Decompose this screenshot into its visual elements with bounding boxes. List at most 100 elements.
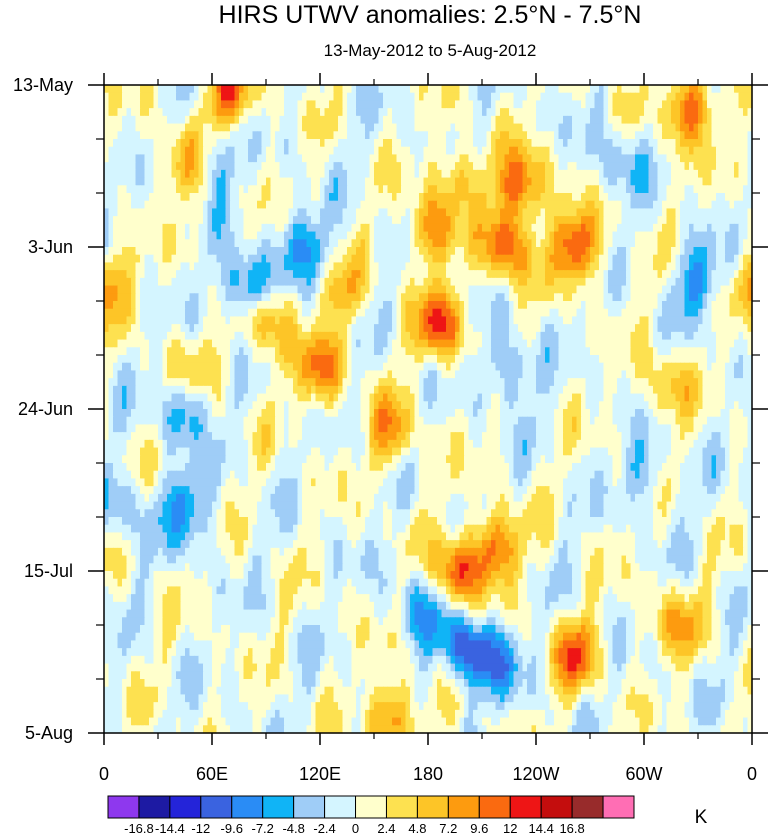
heatmap-cell xyxy=(576,146,582,156)
heatmap-cell xyxy=(333,177,339,186)
heatmap-cell xyxy=(104,316,110,325)
heatmap-cell xyxy=(441,331,447,341)
heatmap-cell xyxy=(500,169,506,179)
heatmap-cell xyxy=(356,223,362,233)
heatmap-cell xyxy=(621,146,627,156)
heatmap-cell xyxy=(734,270,740,279)
heatmap-cell xyxy=(698,108,704,117)
heatmap-cell xyxy=(383,324,389,333)
heatmap-cell xyxy=(383,131,389,140)
heatmap-cell xyxy=(509,131,515,140)
heatmap-cell xyxy=(351,162,357,171)
heatmap-cell xyxy=(284,301,290,310)
heatmap-cell xyxy=(702,308,708,318)
heatmap-cell xyxy=(257,277,263,287)
heatmap-cell xyxy=(293,92,299,102)
heatmap-cell xyxy=(662,324,668,333)
heatmap-cell xyxy=(333,92,339,102)
heatmap-cell xyxy=(675,285,681,294)
heatmap-cell xyxy=(288,223,294,233)
heatmap-cell xyxy=(527,92,533,102)
heatmap-cell xyxy=(464,115,470,125)
heatmap-cell xyxy=(698,223,704,233)
chart-title: HIRS UTWV anomalies: 2.5°N - 7.5°N xyxy=(218,1,642,29)
heatmap-cell xyxy=(378,146,384,156)
heatmap-cell xyxy=(617,100,623,109)
heatmap-cell xyxy=(405,316,411,325)
heatmap-cell xyxy=(581,169,587,179)
heatmap-cell xyxy=(306,115,312,125)
heatmap-cell xyxy=(702,277,708,287)
heatmap-cell xyxy=(392,85,398,94)
heatmap-cell xyxy=(180,285,186,294)
heatmap-cell xyxy=(122,200,128,210)
heatmap-cell xyxy=(698,254,704,264)
heatmap-cell xyxy=(630,223,636,233)
heatmap-cell xyxy=(383,339,389,348)
heatmap-cell xyxy=(747,85,753,94)
heatmap-cell xyxy=(140,231,146,240)
heatmap-cell xyxy=(239,108,245,117)
heatmap-cell xyxy=(464,270,470,279)
heatmap-cell xyxy=(387,177,393,186)
heatmap-cell xyxy=(657,92,663,102)
heatmap-cell xyxy=(342,85,348,94)
heatmap-cell xyxy=(306,231,312,240)
heatmap-cell xyxy=(351,200,357,210)
heatmap-cell xyxy=(549,123,555,132)
heatmap-cell xyxy=(423,131,429,140)
heatmap-cell xyxy=(563,216,569,225)
heatmap-cell xyxy=(630,154,636,163)
heatmap-cell xyxy=(599,100,605,109)
heatmap-cell xyxy=(630,324,636,333)
heatmap-cell xyxy=(144,85,150,94)
heatmap-cell xyxy=(239,169,245,179)
heatmap-cell xyxy=(122,115,128,125)
heatmap-cell xyxy=(500,92,506,102)
heatmap-cell xyxy=(122,339,128,348)
heatmap-cell xyxy=(720,123,726,132)
heatmap-cell xyxy=(176,316,182,325)
heatmap-cell xyxy=(657,339,663,348)
heatmap-cell xyxy=(495,100,501,109)
heatmap-cell xyxy=(464,85,470,94)
heatmap-cell xyxy=(671,270,677,279)
heatmap-cell xyxy=(657,216,663,225)
heatmap-cell xyxy=(383,347,389,356)
heatmap-cell xyxy=(725,301,731,310)
heatmap-cell xyxy=(450,339,456,348)
heatmap-cell xyxy=(392,301,398,310)
heatmap-cell xyxy=(338,347,344,356)
heatmap-cell xyxy=(594,154,600,163)
heatmap-cell xyxy=(126,169,132,179)
heatmap-cell xyxy=(284,162,290,171)
heatmap-cell xyxy=(725,231,731,240)
heatmap-cell xyxy=(149,200,155,210)
heatmap-cell xyxy=(707,154,713,163)
heatmap-cell xyxy=(711,262,717,271)
heatmap-cell xyxy=(716,270,722,279)
heatmap-cell xyxy=(738,285,744,294)
heatmap-cell xyxy=(671,331,677,341)
heatmap-cell xyxy=(369,293,375,302)
heatmap-cell xyxy=(644,239,650,248)
heatmap-cell xyxy=(419,169,425,179)
heatmap-cell xyxy=(275,162,281,171)
heatmap-cell xyxy=(374,239,380,248)
heatmap-cell xyxy=(144,200,150,210)
heatmap-cell xyxy=(239,293,245,302)
heatmap-cell xyxy=(702,162,708,171)
heatmap-cell xyxy=(257,308,263,318)
heatmap-cell xyxy=(423,193,429,202)
heatmap-cell xyxy=(144,247,150,256)
heatmap-cell xyxy=(554,123,560,132)
heatmap-cell xyxy=(738,131,744,140)
heatmap-cell xyxy=(711,216,717,225)
heatmap-cell xyxy=(522,108,528,117)
heatmap-cell xyxy=(297,247,303,256)
heatmap-cell xyxy=(324,154,330,163)
heatmap-cell xyxy=(243,270,249,279)
heatmap-cell xyxy=(248,154,254,163)
heatmap-cell xyxy=(743,139,749,148)
heatmap-cell xyxy=(198,139,204,148)
